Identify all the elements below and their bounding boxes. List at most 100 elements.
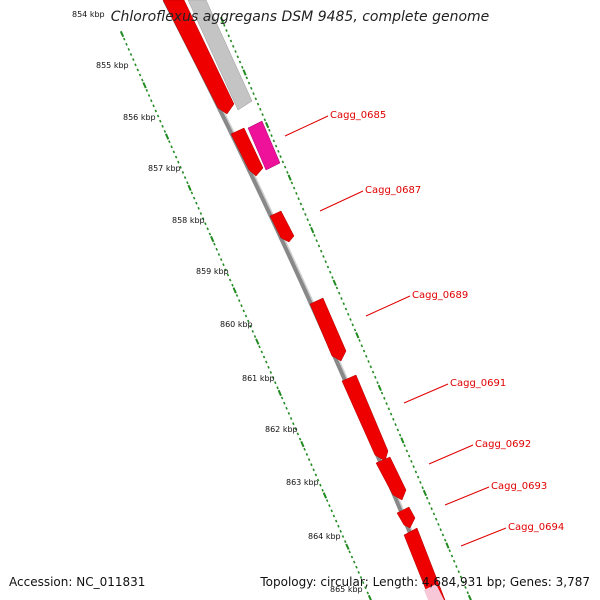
minor-tick — [357, 570, 360, 574]
minor-tick — [455, 565, 458, 568]
minor-tick — [258, 345, 261, 349]
kbp-labels: 854 kbp 855 kbp 856 kbp 857 kbp 858 kbp 859 k… — [72, 10, 363, 594]
minor-tick — [286, 170, 289, 174]
minor-tick — [145, 88, 149, 92]
minor-tick — [132, 58, 135, 62]
minor-tick — [343, 540, 347, 544]
cds-arrow — [230, 127, 264, 177]
minor-tick — [298, 437, 302, 441]
minor-tick — [359, 576, 363, 579]
minor-tick — [197, 206, 200, 210]
minor-tick — [174, 155, 178, 159]
minor-tick — [277, 149, 280, 153]
minor-tick — [439, 528, 442, 532]
gene-label: Cagg_0689 — [412, 290, 468, 301]
major-tick — [255, 338, 260, 345]
major-tick — [400, 437, 405, 444]
minor-tick — [129, 53, 133, 56]
minor-tick — [251, 329, 254, 333]
minor-tick — [161, 124, 164, 128]
minor-tick — [374, 375, 377, 379]
minor-tick — [328, 270, 332, 274]
minor-tick — [425, 496, 429, 500]
major-tick — [277, 389, 282, 397]
minor-tick — [355, 565, 358, 569]
minor-tick — [321, 488, 324, 492]
minor-tick — [328, 504, 331, 508]
minor-tick — [274, 144, 278, 148]
minor-tick — [156, 114, 160, 118]
major-tick — [210, 235, 215, 243]
minor-tick — [303, 447, 306, 451]
cds-arrow — [396, 506, 416, 529]
minor-tick — [325, 499, 329, 503]
minor-tick — [217, 253, 221, 256]
minor-tick — [195, 201, 198, 205]
minor-tick — [437, 522, 440, 526]
minor-tick — [134, 63, 137, 67]
minor-tick — [319, 249, 323, 253]
minor-tick — [206, 227, 209, 231]
cds-arrow — [162, 0, 235, 115]
minor-tick — [459, 575, 463, 579]
gene-leader-line — [284, 115, 329, 137]
minor-tick — [421, 486, 424, 490]
minor-tick — [256, 102, 260, 106]
minor-tick — [350, 555, 354, 559]
cds-arrow — [375, 456, 407, 501]
minor-tick — [268, 128, 271, 132]
minor-tick — [335, 286, 339, 290]
minor-tick — [147, 94, 151, 97]
minor-tick — [261, 113, 264, 117]
minor-tick — [466, 591, 469, 595]
minor-tick — [199, 212, 203, 215]
minor-tick — [274, 381, 277, 385]
minor-tick — [283, 165, 287, 169]
minor-tick — [330, 509, 333, 513]
cds-arrow — [341, 374, 389, 462]
major-tick — [310, 227, 315, 234]
minor-tick — [462, 580, 465, 584]
minor-tick — [389, 412, 393, 416]
minor-tick — [186, 181, 189, 185]
minor-tick — [301, 207, 305, 211]
major-tick — [332, 279, 337, 286]
minor-tick — [307, 458, 311, 462]
minor-tick — [297, 197, 300, 201]
minor-tick — [228, 278, 232, 282]
minor-tick — [371, 370, 375, 374]
minor-tick — [192, 196, 196, 200]
minor-tick — [365, 354, 368, 358]
minor-tick — [414, 470, 418, 474]
minor-tick — [352, 560, 356, 564]
minor-tick — [304, 212, 307, 216]
minor-tick — [201, 217, 205, 221]
minor-tick — [232, 44, 235, 48]
major-tick — [422, 489, 428, 497]
gene-leader-line — [403, 383, 449, 404]
minor-tick — [254, 97, 258, 101]
major-tick — [264, 121, 270, 129]
minor-tick — [432, 512, 436, 516]
minor-tick — [287, 411, 291, 415]
gene-label: Cagg_0687 — [365, 185, 421, 196]
minor-tick — [290, 181, 294, 185]
gene-label: Cagg_0693 — [491, 481, 547, 492]
minor-tick — [348, 550, 351, 554]
major-tick — [232, 287, 237, 294]
minor-tick — [353, 328, 357, 332]
kbp-label: 858 kbp — [172, 216, 205, 225]
minor-tick — [366, 591, 369, 595]
minor-tick — [242, 309, 245, 313]
minor-tick — [337, 524, 340, 528]
minor-tick — [364, 586, 367, 590]
minor-tick — [441, 533, 445, 537]
minor-tick — [362, 349, 366, 353]
minor-tick — [296, 432, 300, 436]
minor-tick — [229, 39, 233, 43]
minor-tick — [332, 514, 336, 518]
minor-tick — [428, 501, 431, 505]
minor-tick — [334, 519, 338, 523]
minor-tick — [322, 255, 325, 258]
